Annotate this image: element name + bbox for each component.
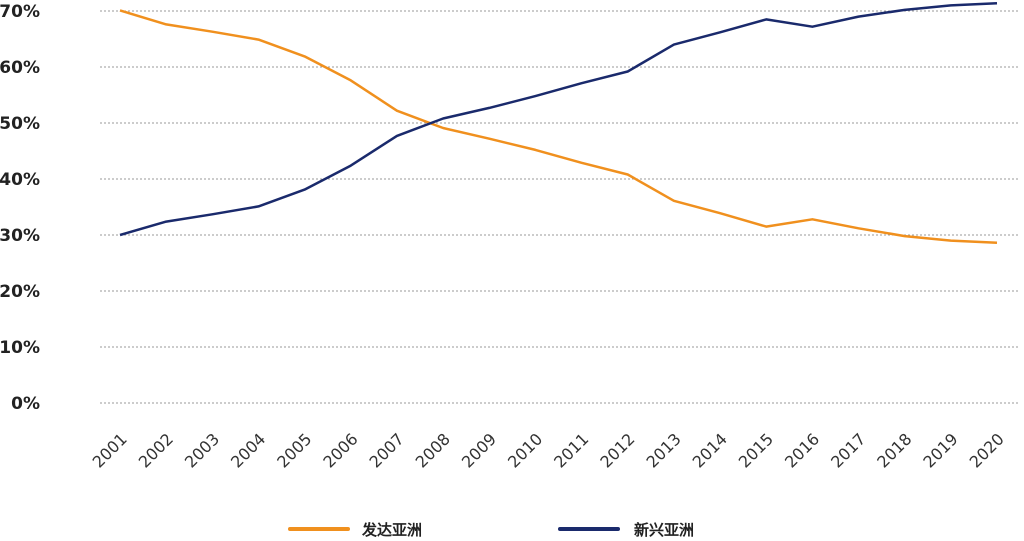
gridlines <box>100 10 1018 404</box>
y-tick-label: 40% <box>0 170 40 190</box>
y-tick-label: 10% <box>0 338 40 358</box>
y-axis-ticks: 0% 10% 20% 30% 40% 50% 60% 70% <box>0 2 40 414</box>
legend-item-emerging-asia: 新兴亚洲 <box>558 521 694 539</box>
series-line-emerging-asia <box>119 1 998 237</box>
x-tick-label: 2001 <box>89 429 131 471</box>
x-tick-label: 2011 <box>550 429 592 471</box>
legend-item-developed-asia: 发达亚洲 <box>288 521 422 539</box>
series-line-developed-asia <box>119 9 998 245</box>
x-tick-label: 2015 <box>735 429 777 471</box>
legend-label-emerging-asia: 新兴亚洲 <box>634 521 694 539</box>
y-tick-label: 20% <box>0 282 40 302</box>
x-tick-label: 2007 <box>366 429 408 471</box>
x-tick-label: 2013 <box>642 429 684 471</box>
x-tick-label: 2012 <box>596 429 638 471</box>
x-tick-label: 2016 <box>781 429 823 471</box>
y-tick-label: 0% <box>11 394 40 414</box>
x-tick-label: 2018 <box>873 429 915 471</box>
y-tick-label: 30% <box>0 226 40 246</box>
legend: 发达亚洲 新兴亚洲 <box>288 521 694 539</box>
x-tick-label: 2008 <box>412 429 454 471</box>
x-tick-label: 2004 <box>227 429 269 471</box>
x-tick-label: 2005 <box>273 429 315 471</box>
legend-label-developed-asia: 发达亚洲 <box>361 521 422 539</box>
x-tick-label: 2020 <box>966 429 1008 471</box>
x-tick-label: 2003 <box>181 429 223 471</box>
y-tick-label: 70% <box>0 2 40 22</box>
x-tick-label: 2019 <box>919 429 961 471</box>
x-tick-label: 2009 <box>458 429 500 471</box>
x-tick-label: 2006 <box>319 429 361 471</box>
x-axis-ticks: 2001 2002 2003 2004 2005 2006 2007 2008 2009 2010… <box>89 429 1008 471</box>
y-tick-label: 50% <box>0 114 40 134</box>
series-lines <box>119 1 998 245</box>
x-tick-label: 2014 <box>689 429 731 471</box>
x-tick-label: 2002 <box>135 429 177 471</box>
y-tick-label: 60% <box>0 58 40 78</box>
x-tick-label: 2010 <box>504 429 546 471</box>
x-tick-label: 2017 <box>827 429 869 471</box>
